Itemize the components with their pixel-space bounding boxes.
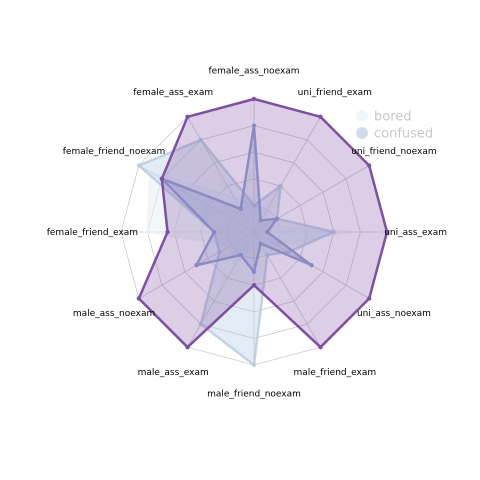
series-2-point — [198, 321, 203, 327]
series-2-point — [251, 203, 257, 208]
axis-label-female_ass_noexam: female_ass_noexam — [208, 66, 299, 76]
series-3-point — [211, 229, 217, 235]
axis-label-male_ass_noexam: male_ass_noexam — [73, 309, 155, 319]
axis-label-male_friend_exam: male_friend_exam — [293, 368, 376, 378]
series-4 — [136, 96, 390, 350]
series-3-point — [265, 229, 270, 235]
legend: bored confused — [356, 110, 433, 142]
series-2-point — [331, 229, 336, 235]
axis-label-uni_friend_noexam: uni_friend_noexam — [351, 147, 436, 157]
series-2-point — [286, 249, 291, 255]
series-4-area — [137, 97, 389, 349]
axis-label-female_friend_exam: female_friend_exam — [47, 228, 138, 238]
series-4-point — [185, 114, 190, 120]
series-4-point — [318, 114, 323, 120]
series-3-point — [251, 269, 257, 275]
axis-label-male_ass_exam: male_ass_exam — [138, 368, 209, 378]
series-3 — [159, 123, 314, 275]
series-1-point — [274, 243, 280, 248]
legend-marker-confused — [356, 127, 368, 139]
series-3-point — [274, 216, 280, 221]
series-1-point — [145, 229, 150, 235]
series-3-point — [238, 252, 243, 258]
series-4-point — [251, 283, 257, 288]
series-4-point — [165, 229, 170, 235]
series-3-point — [238, 206, 243, 212]
axis-label-uni_friend_exam: uni_friend_exam — [298, 88, 372, 98]
legend-label-confused: confused — [374, 127, 433, 142]
series-4-point — [366, 296, 372, 301]
axis-label-uni_ass_exam: uni_ass_exam — [384, 228, 447, 238]
series-1-point — [231, 195, 237, 200]
series-3-point — [194, 263, 199, 268]
series-3-point — [258, 241, 263, 246]
series-3-point — [251, 123, 257, 128]
radar-series — [136, 96, 390, 368]
series-3-point — [258, 218, 263, 223]
legend-marker-bored — [356, 110, 368, 122]
legend-label-bored: bored — [374, 110, 412, 125]
grid-spoke-2 — [253, 165, 370, 233]
axis-label-female_friend_noexam: female_friend_noexam — [63, 147, 166, 157]
series-1-point — [231, 264, 237, 269]
series-4-point — [366, 163, 372, 168]
series-4-point — [384, 229, 390, 235]
axis-label-male_friend_noexam: male_friend_noexam — [207, 390, 301, 400]
series-1-point — [344, 229, 350, 235]
series-2-point — [251, 362, 257, 368]
series-4-point — [185, 344, 190, 350]
axis-label-uni_ass_noexam: uni_ass_noexam — [357, 309, 431, 319]
axis-labels: uni_ass_exam uni_friend_noexam uni_friend_… — [47, 66, 447, 399]
series-1-point — [265, 206, 270, 212]
series-1-point — [251, 243, 257, 248]
series-3-point — [309, 263, 314, 268]
series-2-point — [265, 252, 270, 258]
series-4-point — [136, 296, 142, 301]
series-4-point — [318, 344, 323, 350]
series-1-point — [263, 223, 268, 228]
series-2-point — [198, 137, 203, 143]
series-1-point — [228, 243, 234, 248]
axis-label-female_ass_exam: female_ass_exam — [133, 88, 213, 98]
series-2-point — [217, 249, 222, 255]
series-4-point — [159, 176, 165, 181]
series-2-point — [278, 183, 283, 189]
series-2-point — [136, 163, 142, 168]
series-4-point — [251, 96, 257, 102]
